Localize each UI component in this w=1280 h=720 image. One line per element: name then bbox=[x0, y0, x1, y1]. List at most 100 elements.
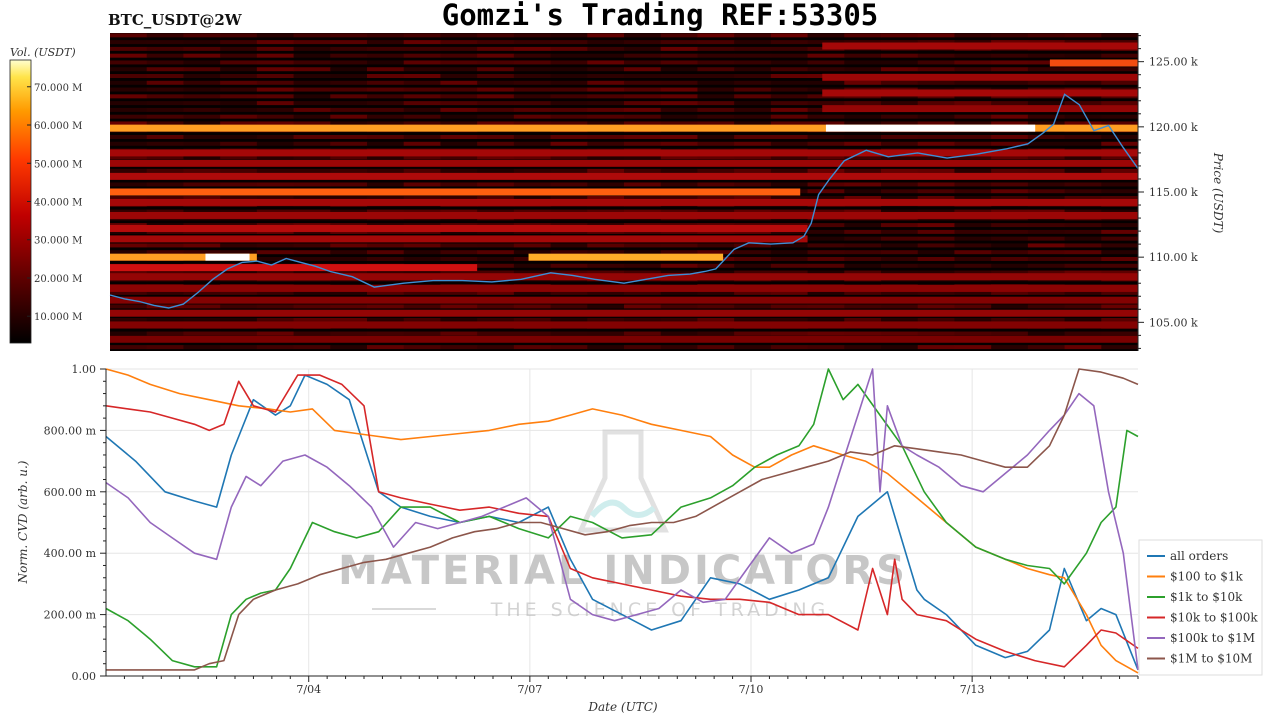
heatmap-cell bbox=[734, 60, 772, 65]
heatmap-cell bbox=[807, 270, 845, 275]
heatmap-cell bbox=[440, 94, 478, 99]
heatmap-cell bbox=[697, 345, 735, 350]
heatmap-cell bbox=[403, 67, 441, 72]
heatmap-cell bbox=[477, 263, 515, 268]
heatmap-cell bbox=[403, 94, 441, 99]
heatmap-cell bbox=[220, 33, 258, 38]
heatmap-cell bbox=[330, 80, 368, 85]
heatmap-cell bbox=[1064, 182, 1102, 187]
heatmap-cell bbox=[146, 107, 184, 112]
heatmap-cell bbox=[256, 107, 295, 112]
heatmap-cell bbox=[440, 107, 478, 112]
heatmap-cell bbox=[734, 80, 772, 85]
heatmap-cell bbox=[807, 80, 845, 85]
heatmap-cell bbox=[513, 263, 552, 268]
heatmap-cell bbox=[1027, 182, 1066, 187]
cvd-x-axis-label: Date (UTC) bbox=[587, 700, 657, 714]
heatmap-cell bbox=[1064, 195, 1102, 200]
heatmap-cell bbox=[587, 46, 625, 51]
heatmap-cell bbox=[256, 67, 295, 72]
heatmap-cell bbox=[330, 40, 368, 45]
heatmap-cell bbox=[660, 74, 698, 79]
heatmap-cell bbox=[440, 33, 478, 38]
heatmap-cell bbox=[220, 317, 258, 322]
heatmap-cell bbox=[220, 135, 258, 140]
heatmap-cell bbox=[513, 155, 552, 160]
heatmap-cell bbox=[770, 101, 809, 106]
heatmap-cell bbox=[403, 74, 441, 79]
heatmap-cell bbox=[440, 74, 478, 79]
heatmap-cell bbox=[367, 195, 405, 200]
heatmap-cell bbox=[660, 345, 698, 350]
heatmap-cell bbox=[110, 74, 148, 79]
heatmap-cell bbox=[220, 87, 258, 92]
heatmap-y-axis-label: Price (USDT) bbox=[1211, 152, 1225, 234]
heatmap-cell bbox=[917, 345, 955, 350]
heatmap-cell bbox=[807, 290, 845, 295]
heatmap-cell bbox=[697, 243, 735, 248]
heatmap-cell bbox=[330, 135, 368, 140]
heatmap-cell bbox=[220, 101, 258, 106]
heatmap-cell bbox=[624, 46, 662, 51]
heatmap-cell bbox=[367, 256, 405, 261]
heatmap-cell bbox=[587, 94, 625, 99]
heatmap-cell bbox=[697, 114, 735, 119]
heatmap-cell bbox=[917, 229, 955, 234]
liquidity-band bbox=[110, 172, 1138, 180]
heatmap-cell bbox=[587, 53, 625, 58]
cvd-y-axis-label: Norm. CVD (arb. u.) bbox=[16, 460, 30, 584]
heatmap-cell bbox=[660, 67, 698, 72]
heatmap-cell bbox=[734, 53, 772, 58]
heatmap-cell bbox=[1027, 53, 1066, 58]
heatmap-cell bbox=[220, 94, 258, 99]
heatmap-cell bbox=[403, 182, 441, 187]
heatmap-cell bbox=[146, 94, 184, 99]
heatmap-cell bbox=[1101, 101, 1139, 106]
heatmap-cell bbox=[1101, 304, 1139, 309]
heatmap-cell bbox=[403, 80, 441, 85]
heatmap-cell bbox=[624, 304, 662, 309]
heatmap-cell bbox=[513, 209, 552, 214]
heatmap-cell bbox=[770, 53, 809, 58]
heatmap-cell bbox=[367, 304, 405, 309]
heatmap-cell bbox=[954, 270, 992, 275]
heatmap-cell bbox=[256, 155, 295, 160]
heatmap-cell bbox=[954, 263, 992, 268]
heatmap-cell bbox=[1101, 114, 1139, 119]
heatmap-cell bbox=[220, 331, 258, 336]
heatmap-cell bbox=[183, 270, 221, 275]
heatmap-cell bbox=[183, 290, 221, 295]
heatmap-cell bbox=[881, 168, 919, 173]
heatmap-cell bbox=[1027, 195, 1066, 200]
heatmap-cell bbox=[660, 155, 698, 160]
heatmap-cell bbox=[293, 195, 331, 200]
heatmap-cell bbox=[367, 182, 405, 187]
heatmap-cell bbox=[330, 345, 368, 350]
heatmap-cell bbox=[660, 40, 698, 45]
heatmap-cell bbox=[403, 107, 441, 112]
liquidity-band bbox=[110, 335, 1138, 343]
heatmap-cell bbox=[403, 250, 441, 255]
heatmap-cell bbox=[770, 60, 809, 65]
heatmap-cell bbox=[220, 60, 258, 65]
heatmap-cell bbox=[367, 40, 405, 45]
heatmap-cell bbox=[1101, 229, 1139, 234]
heatmap-cell bbox=[293, 101, 331, 106]
heatmap-cell bbox=[367, 243, 405, 248]
heatmap-cell bbox=[991, 263, 1029, 268]
heatmap-cell bbox=[183, 74, 221, 79]
heatmap-cell bbox=[330, 141, 368, 146]
heatmap-cell bbox=[770, 250, 809, 255]
heatmap-cell bbox=[110, 317, 148, 322]
heatmap-cell bbox=[256, 60, 295, 65]
heatmap-cell bbox=[256, 33, 295, 38]
heatmap-cell bbox=[697, 94, 735, 99]
heatmap-cell bbox=[256, 114, 295, 119]
heatmap-cell bbox=[256, 209, 295, 214]
heatmap-cell bbox=[110, 33, 148, 38]
heatmap-cell bbox=[220, 250, 258, 255]
heatmap-cell bbox=[807, 236, 845, 241]
heatmap-cell bbox=[624, 182, 662, 187]
heatmap-cell bbox=[403, 195, 441, 200]
heatmap-cell bbox=[697, 33, 735, 38]
